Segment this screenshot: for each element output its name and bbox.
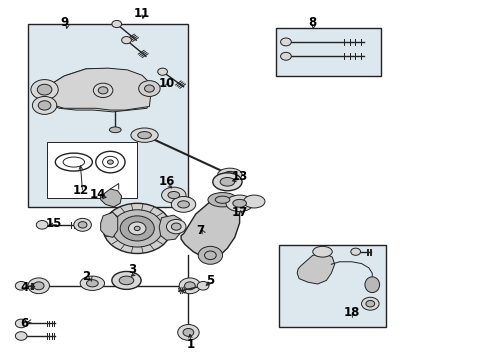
Ellipse shape [167, 192, 179, 199]
Text: 2: 2 [82, 270, 90, 283]
Text: 10: 10 [158, 77, 174, 90]
Ellipse shape [232, 199, 246, 207]
Text: 12: 12 [73, 184, 89, 197]
Circle shape [74, 219, 91, 231]
Circle shape [179, 278, 200, 294]
Polygon shape [159, 215, 181, 240]
Ellipse shape [171, 197, 195, 212]
Text: 8: 8 [308, 16, 316, 29]
Text: 15: 15 [46, 216, 62, 230]
Text: 4: 4 [20, 281, 28, 294]
Polygon shape [47, 69, 152, 92]
Ellipse shape [138, 132, 151, 139]
Circle shape [37, 84, 52, 95]
Polygon shape [47, 68, 152, 110]
Text: 13: 13 [231, 170, 247, 183]
Ellipse shape [119, 276, 134, 285]
Polygon shape [297, 253, 334, 284]
Circle shape [365, 301, 374, 307]
Circle shape [107, 160, 113, 164]
Polygon shape [101, 189, 122, 207]
Circle shape [280, 52, 291, 60]
Circle shape [78, 222, 87, 228]
Circle shape [350, 248, 360, 255]
Text: 9: 9 [60, 16, 68, 29]
Ellipse shape [131, 128, 158, 142]
Bar [27, 24, 188, 207]
Circle shape [184, 282, 195, 290]
Circle shape [103, 203, 171, 253]
Circle shape [28, 278, 49, 294]
Ellipse shape [198, 246, 222, 264]
Circle shape [15, 332, 27, 340]
Ellipse shape [139, 81, 160, 96]
Circle shape [120, 216, 154, 241]
Circle shape [171, 223, 181, 230]
Bar [47, 142, 137, 198]
Text: 18: 18 [343, 306, 359, 319]
Ellipse shape [80, 276, 104, 291]
Circle shape [31, 80, 58, 100]
Circle shape [158, 68, 167, 75]
Text: 1: 1 [186, 338, 195, 351]
Ellipse shape [86, 280, 98, 287]
Ellipse shape [212, 173, 242, 191]
Text: 17: 17 [231, 206, 247, 219]
Bar [276, 28, 380, 76]
Ellipse shape [177, 201, 189, 208]
Ellipse shape [364, 277, 379, 293]
Circle shape [36, 221, 48, 229]
Text: 7: 7 [196, 224, 204, 237]
Ellipse shape [225, 195, 253, 212]
Ellipse shape [207, 193, 237, 207]
Ellipse shape [112, 271, 141, 289]
Ellipse shape [243, 195, 264, 208]
Circle shape [128, 222, 146, 235]
Circle shape [177, 324, 199, 340]
Circle shape [112, 210, 162, 247]
Polygon shape [47, 101, 149, 112]
Circle shape [15, 282, 27, 290]
Bar [278, 244, 385, 327]
Text: 16: 16 [158, 175, 174, 188]
Ellipse shape [220, 177, 234, 186]
Circle shape [134, 226, 140, 230]
Ellipse shape [161, 187, 185, 203]
Text: 11: 11 [134, 7, 150, 20]
Ellipse shape [224, 171, 235, 178]
Circle shape [183, 328, 193, 336]
Ellipse shape [109, 127, 121, 133]
Ellipse shape [215, 196, 229, 203]
Circle shape [112, 21, 122, 28]
Text: 5: 5 [206, 274, 214, 287]
Ellipse shape [204, 251, 216, 260]
Text: 3: 3 [128, 263, 136, 276]
Circle shape [32, 96, 57, 114]
Ellipse shape [144, 85, 154, 92]
Circle shape [15, 319, 27, 328]
Circle shape [280, 38, 291, 46]
Circle shape [197, 282, 208, 290]
Polygon shape [181, 200, 239, 259]
Polygon shape [101, 212, 118, 237]
Text: 14: 14 [90, 188, 106, 201]
Circle shape [33, 282, 44, 290]
Circle shape [361, 297, 378, 310]
Circle shape [122, 37, 131, 44]
Ellipse shape [217, 168, 242, 181]
Circle shape [38, 101, 51, 110]
Circle shape [98, 87, 108, 94]
Circle shape [166, 220, 185, 234]
Ellipse shape [312, 246, 331, 257]
Circle shape [93, 83, 113, 98]
Text: 6: 6 [20, 317, 28, 330]
